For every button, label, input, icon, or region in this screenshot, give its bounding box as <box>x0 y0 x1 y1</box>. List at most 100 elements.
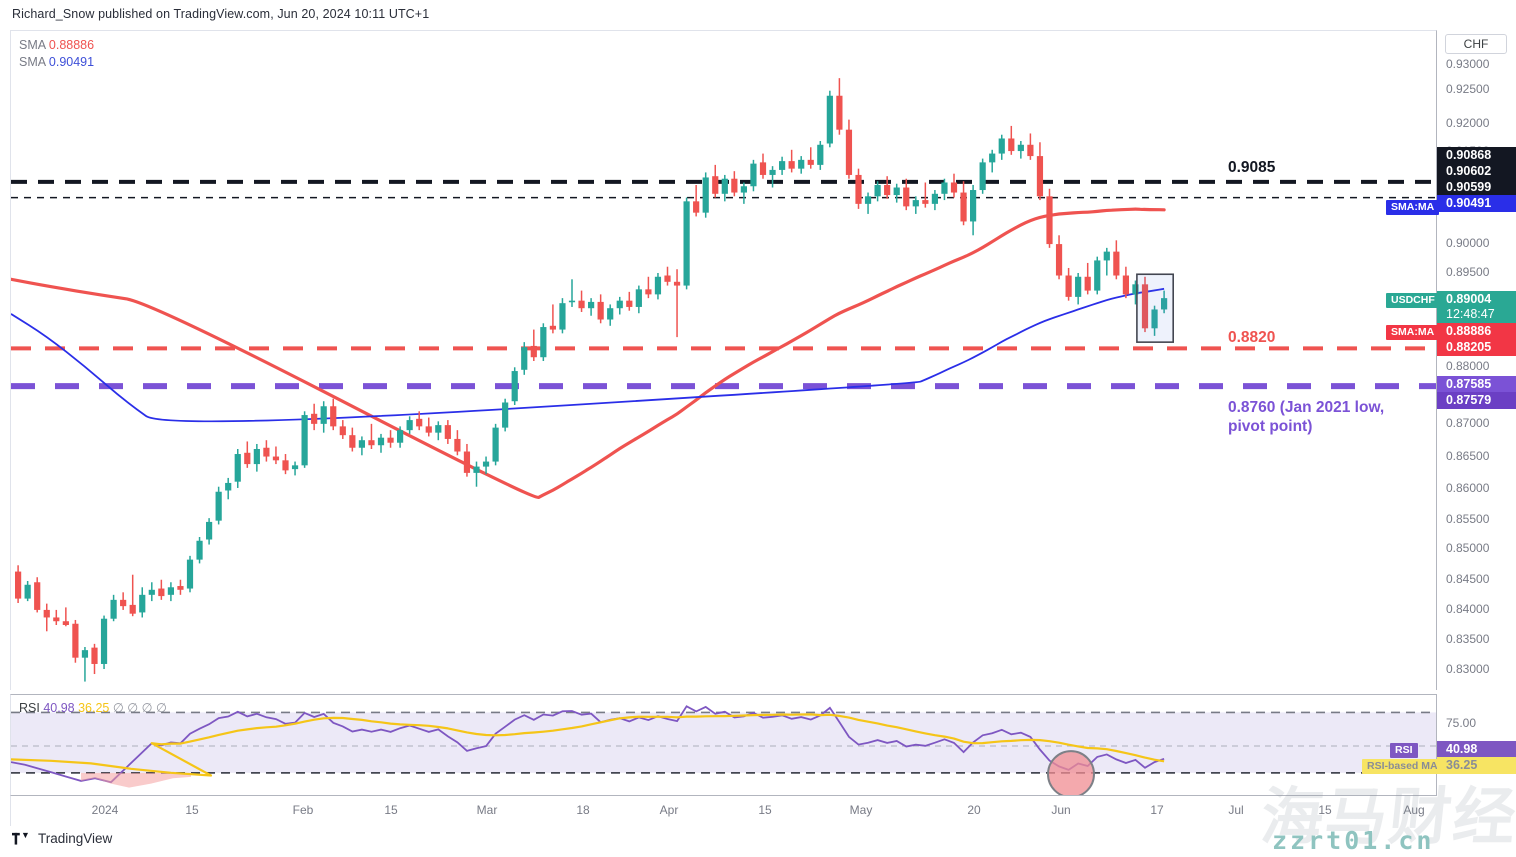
candle-body <box>979 162 986 191</box>
tradingview-glyph-icon <box>12 832 32 845</box>
rsi-legend-null-3: ∅ <box>155 701 167 715</box>
candle-body <box>645 289 652 295</box>
price-badge-0.90868: 0.90868 <box>1437 147 1516 164</box>
candle-body <box>330 406 337 427</box>
rsi-ma-line <box>11 713 1165 777</box>
candle-body <box>100 618 108 664</box>
candle-body <box>817 144 824 165</box>
rsi-legend-label: RSI <box>19 701 40 715</box>
legend-value-sma-fast: 0.88886 <box>48 38 95 52</box>
candle-body <box>206 521 213 540</box>
candle-body <box>845 129 853 175</box>
candle-body <box>158 588 165 597</box>
candle-body <box>148 589 155 595</box>
candle-body <box>864 196 872 204</box>
candle-body <box>320 406 327 424</box>
rsi-legend-null-2: ∅ <box>141 701 153 715</box>
rsi-legend-ma-value: 36.25 <box>78 701 110 715</box>
price-badge-0.88886: 0.88886 <box>1437 323 1516 340</box>
candle-body <box>1113 251 1120 276</box>
candle-body <box>893 187 900 196</box>
price-tick-5: 0.89500 <box>1446 265 1490 279</box>
currency-badge[interactable]: CHF <box>1445 34 1507 54</box>
tradingview-name: TradingView <box>38 831 113 846</box>
rsi-legend-null-0: ∅ <box>112 701 124 715</box>
candle-body <box>301 415 308 466</box>
candle-body <box>282 460 289 471</box>
candle-body <box>1151 309 1158 329</box>
candle-body <box>110 599 117 619</box>
candle-body <box>1161 298 1168 310</box>
candle-body <box>549 325 556 330</box>
series-tag-0: SMA:MA <box>1386 200 1440 215</box>
candle-body <box>521 347 528 370</box>
annotation-support-0-8820: 0.8820 <box>1228 329 1276 346</box>
candle-body <box>855 174 862 204</box>
candle-body <box>397 430 404 443</box>
candle-body <box>358 440 365 448</box>
candle-body <box>1084 276 1091 291</box>
price-tick-2: 0.92000 <box>1446 116 1490 130</box>
candle-body <box>416 418 423 427</box>
watermark-url: zzrt01.cn <box>1272 826 1435 855</box>
candle-body <box>196 540 203 560</box>
candle-body <box>502 402 509 428</box>
candle-body <box>740 186 747 193</box>
candle-body <box>530 345 537 358</box>
candle-body <box>234 454 241 482</box>
rsi-tag-0: RSI <box>1390 743 1418 758</box>
price-badge-0.87579: 0.87579 <box>1437 392 1516 409</box>
candle-body <box>186 559 194 589</box>
time-axis[interactable]: 2024 15 Feb 15 Mar 18 Apr 15 May 20 Jun 17 Jul 15 Aug <box>10 796 1437 826</box>
candle-body <box>81 650 89 658</box>
candle-body <box>291 465 299 470</box>
time-label-May-8: May <box>849 803 873 817</box>
candle-body <box>931 193 938 204</box>
candle-body <box>588 301 595 309</box>
rsi-legend-value: 40.98 <box>43 701 75 715</box>
candle-body <box>120 599 127 607</box>
price-tick-11: 0.85000 <box>1446 541 1490 555</box>
candle-body <box>1141 284 1149 329</box>
price-scale[interactable]: CHF 0.930000.925000.920000.915000.900000… <box>1437 30 1516 796</box>
tradingview-logo[interactable]: TradingView <box>12 831 112 846</box>
rsi-pane[interactable]: RSI 40.98 36.25 ∅ ∅ ∅ ∅ <box>10 694 1437 796</box>
candle-body <box>1008 138 1015 152</box>
price-badge-0.90599: 0.90599 <box>1437 179 1516 196</box>
candle-body <box>1132 284 1139 295</box>
legend-label-sma-fast: SMA <box>19 38 46 52</box>
rsi-highlight-circle[interactable] <box>1047 750 1095 796</box>
rsi-badge-0: 40.98 <box>1437 741 1516 758</box>
candle-body <box>884 185 891 196</box>
candle-body <box>406 420 413 431</box>
candle-body <box>482 461 490 467</box>
price-legend: SMA 0.88886 SMA 0.90491 <box>19 37 94 71</box>
price-badge-0.90491: 0.90491 <box>1437 195 1516 212</box>
candle-body <box>1027 144 1034 157</box>
candle-body <box>807 159 814 165</box>
candle-body <box>989 153 996 163</box>
time-label-20-9: 20 <box>967 803 981 817</box>
legend-value-sma-slow: 0.90491 <box>48 55 95 69</box>
candle-body <box>72 623 79 658</box>
candle-body <box>1036 156 1044 197</box>
time-label-15-7: 15 <box>758 803 772 817</box>
candle-body <box>683 201 690 286</box>
candle-body <box>425 426 432 433</box>
price-chart-pane[interactable]: SMA 0.88886 SMA 0.90491 <box>10 30 1437 690</box>
price-tick-6: 0.88000 <box>1446 359 1490 373</box>
rsi-legend: RSI 40.98 36.25 ∅ ∅ ∅ ∅ <box>19 700 167 715</box>
price-tick-10: 0.85500 <box>1446 512 1490 526</box>
candle-body <box>53 617 60 622</box>
time-label-Apr-6: Apr <box>659 803 679 817</box>
candle-body <box>540 327 547 358</box>
rsi-tag-1: RSI-based MA <box>1362 759 1443 774</box>
candle-body <box>922 200 929 204</box>
candle-body <box>1094 260 1101 291</box>
selection-box[interactable] <box>1136 273 1175 343</box>
candle-body <box>454 438 461 452</box>
candle-body <box>177 586 184 590</box>
candle-body <box>578 300 585 309</box>
time-label-15-3: 15 <box>384 803 398 817</box>
candle-body <box>244 452 251 465</box>
